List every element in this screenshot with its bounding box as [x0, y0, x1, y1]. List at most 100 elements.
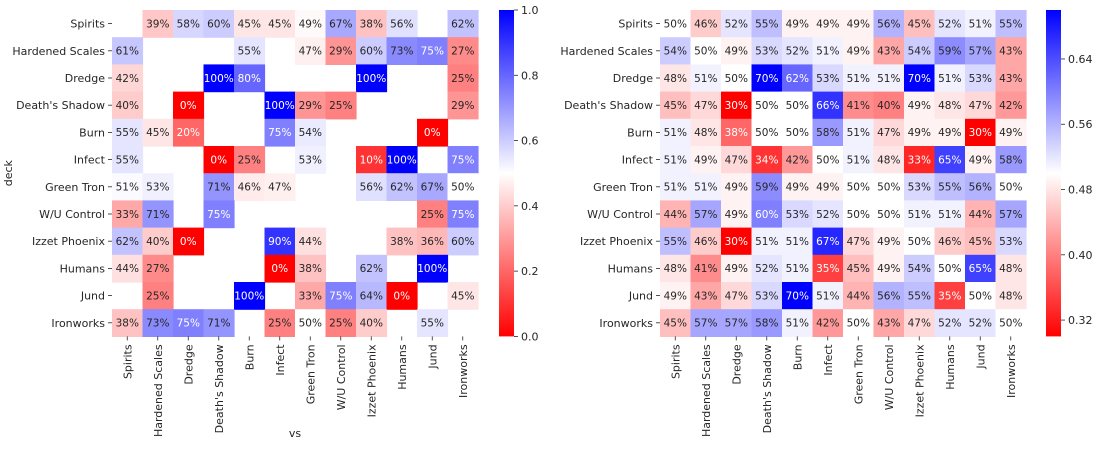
heatmap-cell	[112, 118, 144, 147]
cell-value-label: 50%	[847, 209, 870, 221]
cell-value-label: 55%	[755, 18, 778, 30]
cell-value-label: 25%	[329, 100, 352, 112]
cell-value-label: 47%	[268, 182, 291, 194]
cell-value-label: 45%	[238, 18, 261, 30]
heatmap-cell	[690, 173, 722, 201]
cell-value-label: 53%	[755, 46, 778, 58]
cell-value-label: 20%	[177, 127, 200, 139]
cell-value-label: 49%	[664, 290, 687, 302]
cell-value-label: 0%	[271, 263, 288, 275]
cell-value-label: 44%	[299, 236, 322, 248]
colorbar-tick-label: 0.6	[521, 135, 539, 148]
heatmap-cell	[112, 254, 144, 283]
cell-value-label: 49%	[908, 127, 931, 139]
heatmap-cell	[660, 146, 692, 174]
heatmap-cell	[264, 254, 296, 283]
heatmap-cell	[934, 64, 966, 93]
heatmap-cell	[447, 282, 479, 310]
x-axis-label: vs	[289, 427, 302, 440]
heatmap-cell	[873, 118, 905, 147]
cell-value-label: 50%	[786, 100, 809, 112]
heatmap-cell	[904, 91, 936, 120]
heatmap-cell	[995, 118, 1027, 147]
x-tick-label-w-u-control: W/U Control	[883, 344, 896, 410]
cell-value-label: 58%	[177, 18, 200, 30]
heatmap-cell	[812, 282, 844, 310]
heatmap-cell	[142, 10, 174, 38]
cell-value-label: 25%	[451, 73, 474, 85]
heatmap-cell	[690, 146, 722, 174]
heatmap-cell	[203, 146, 235, 174]
x-tick-label-spirits: Spirits	[669, 344, 682, 379]
y-tick-label-hardened-scales: Hardened Scales	[12, 45, 105, 58]
heatmap-cell	[386, 282, 418, 310]
cell-value-label: 50%	[755, 127, 778, 139]
colorbar-tick-label: 0.2	[521, 265, 539, 278]
y-tick-labels: Spirits Hardened Scales Dredge Death's Shad…	[560, 18, 660, 330]
cell-value-label: 60%	[755, 209, 778, 221]
heatmap-cell	[934, 309, 966, 337]
y-tick-labels: Spirits Hardened Scales Dredge Death's Shad…	[12, 18, 112, 330]
heatmap-cell	[112, 309, 144, 337]
cell-value-label: 67%	[421, 182, 444, 194]
cell-value-label: 0%	[210, 154, 227, 166]
heatmap-cell	[995, 282, 1027, 310]
cell-value-label: 50%	[299, 318, 322, 330]
colorbar: 0.32 0.40 0.48 0.56 0.64	[1046, 10, 1093, 337]
heatmap-cell	[843, 254, 875, 283]
cell-value-label: 25%	[268, 318, 291, 330]
x-tick-label-death-s-shadow: Death's Shadow	[761, 344, 774, 433]
heatmap-cell	[721, 118, 753, 147]
cell-value-label: 55%	[116, 127, 139, 139]
heatmap-cell	[782, 173, 814, 201]
heatmap-cell	[690, 10, 722, 38]
cell-value-label: 46%	[238, 182, 261, 194]
heatmap-cell	[843, 118, 875, 147]
heatmap-cell	[843, 309, 875, 337]
heatmap-cell	[904, 37, 936, 65]
cell-value-label: 25%	[329, 318, 352, 330]
cell-value-label: 50%	[755, 100, 778, 112]
heatmap-cell	[751, 254, 783, 283]
cell-value-label: 25%	[146, 290, 169, 302]
heatmap-cell	[356, 10, 388, 38]
cell-value-label: 29%	[299, 100, 322, 112]
cell-value-label: 47%	[908, 318, 931, 330]
heatmap-cell	[295, 282, 327, 310]
cell-value-label: 47%	[299, 46, 322, 58]
cell-value-label: 100%	[387, 154, 417, 166]
cell-value-label: 48%	[938, 100, 961, 112]
cell-value-label: 62%	[786, 73, 809, 85]
cell-value-label: 30%	[725, 100, 748, 112]
cell-value-label: 52%	[816, 209, 839, 221]
cell-value-label: 48%	[999, 263, 1022, 275]
cell-value-label: 48%	[664, 73, 687, 85]
heatmap-cell	[843, 227, 875, 256]
colorbar-tick-label: 0.40	[1068, 249, 1093, 262]
heatmap-cell	[142, 173, 174, 201]
heatmap-cell	[721, 91, 753, 120]
cell-value-label: 71%	[146, 209, 169, 221]
heatmap-cell	[325, 10, 357, 38]
cell-value-label: 35%	[938, 290, 961, 302]
cell-value-label: 33%	[299, 290, 322, 302]
cell-value-label: 51%	[664, 127, 687, 139]
heatmap-cell	[873, 10, 905, 38]
cell-value-label: 52%	[725, 18, 748, 30]
cell-value-label: 45%	[847, 263, 870, 275]
cell-value-label: 49%	[816, 18, 839, 30]
cell-value-label: 71%	[207, 182, 230, 194]
heatmap-cell	[782, 282, 814, 310]
cell-value-label: 49%	[877, 263, 900, 275]
heatmap-cell	[995, 254, 1027, 283]
heatmap-cell	[295, 37, 327, 65]
heatmap-cell	[721, 227, 753, 256]
cell-value-label: 50%	[938, 263, 961, 275]
heatmap-cell	[142, 254, 174, 283]
x-tick-label-izzet-phoenix: Izzet Phoenix	[913, 344, 926, 417]
cell-value-label: 50%	[999, 182, 1022, 194]
heatmap-cell	[173, 10, 205, 38]
heatmap-cell	[995, 64, 1027, 93]
colorbar-tick-label: 0.64	[1068, 53, 1093, 66]
cell-value-label: 57%	[969, 46, 992, 58]
